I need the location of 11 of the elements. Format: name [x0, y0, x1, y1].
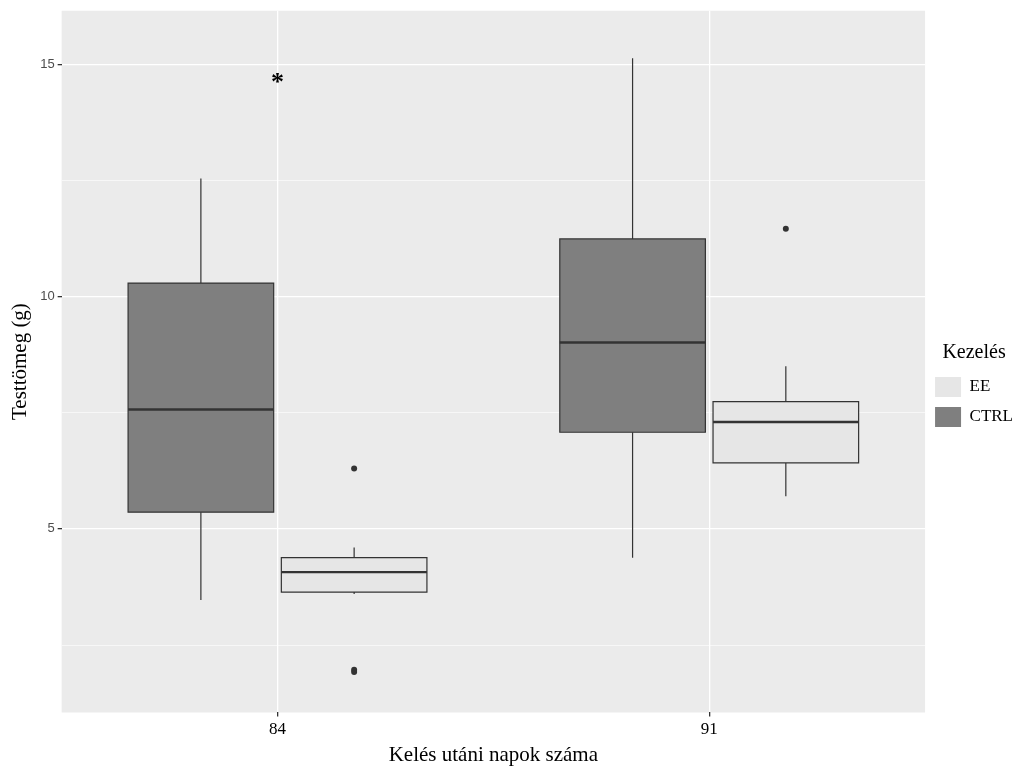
y-tick-label: 5	[47, 520, 55, 536]
x-tick-label: 91	[700, 719, 718, 739]
y-tick-label: 15	[40, 55, 55, 71]
x-axis-title: Kelés utáni napok száma	[388, 741, 599, 766]
legend-label: CTRL	[969, 406, 1014, 426]
y-axis-title: Testtömeg (g)	[7, 303, 32, 421]
legend-label: EE	[969, 376, 991, 396]
legend-title: Kezelés	[942, 340, 1006, 363]
x-tick-label: 84	[269, 719, 287, 739]
y-tick-label: 10	[40, 288, 55, 304]
annotation: *	[271, 66, 285, 96]
